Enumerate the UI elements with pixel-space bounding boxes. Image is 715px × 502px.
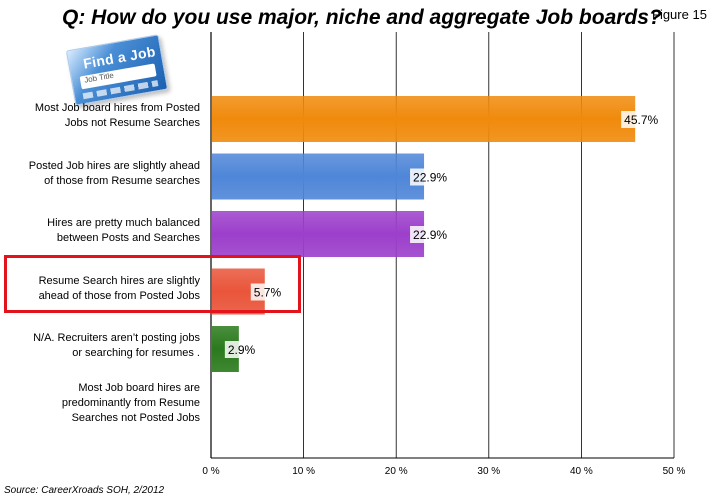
x-tick-label: 20 % <box>385 466 408 477</box>
data-label-bg <box>621 111 666 128</box>
category-label-line: between Posts and Searches <box>56 232 200 244</box>
category-label: Resume Search hires are slightly ahead of… <box>4 274 200 304</box>
category-label-line: Most Job board hires are <box>78 382 200 394</box>
data-label: 22.9% <box>413 171 447 185</box>
figure-label: Figure 15 <box>652 7 707 22</box>
x-tick-label: 40 % <box>570 466 593 477</box>
category-label: Most Job board hires from Posted Jobs not… <box>4 101 200 131</box>
x-tick-label: 10 % <box>292 466 315 477</box>
data-label-bg <box>410 226 455 243</box>
category-label-line: Most Job board hires from Posted <box>34 102 200 114</box>
x-tick-label: 0 % <box>202 466 219 477</box>
source-note: Source: CareerXroads SOH, 2/2012 <box>4 485 165 496</box>
data-label: 5.7% <box>254 286 282 300</box>
bar <box>212 153 425 200</box>
category-label-line: Jobs not Resume Searches <box>64 117 200 129</box>
category-label-line: ahead of those from Posted Jobs <box>38 289 200 302</box>
x-tick-label: 30 % <box>477 466 500 477</box>
data-label: 45.7% <box>624 113 658 127</box>
category-label-line: N/A. Recruiters aren’t posting jobs <box>33 332 200 344</box>
data-label-bg <box>224 341 269 358</box>
category-label-line: Searches not Posted Jobs <box>71 412 200 424</box>
bar <box>212 96 636 142</box>
category-label-line: Hires are pretty much balanced <box>47 217 200 229</box>
data-label-bg <box>410 168 455 186</box>
x-tick-label: 50 % <box>663 466 686 477</box>
category-label-line: predominantly from Resume <box>61 397 200 409</box>
data-label-bg <box>250 283 295 301</box>
category-label: Most Job board hires are predominantly fr… <box>4 381 200 426</box>
category-label-line: Posted Job hires are slightly ahead <box>28 159 200 172</box>
category-label-line: Resume Search hires are slightly <box>38 274 200 287</box>
category-label: N/A. Recruiters aren’t posting jobs or se… <box>4 331 200 361</box>
data-label: 22.9% <box>413 228 447 242</box>
chart-title: Q: How do you use major, niche and aggre… <box>62 6 662 29</box>
bar <box>212 211 425 257</box>
data-label: 2.9% <box>228 343 256 357</box>
category-label: Posted Job hires are slightly ahead of th… <box>4 159 200 189</box>
highlight-box <box>4 255 301 313</box>
category-label-line: of those from Resume searches <box>44 174 200 187</box>
category-label-line: or searching for resumes . <box>72 347 200 359</box>
category-label: Hires are pretty much balanced between Po… <box>4 216 200 246</box>
